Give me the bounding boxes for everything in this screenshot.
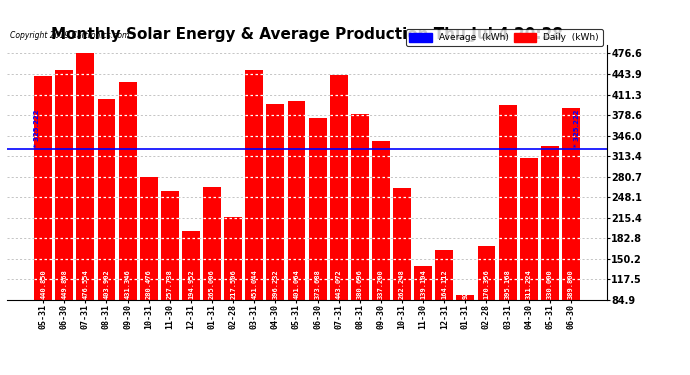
Text: 389.800: 389.800: [568, 269, 574, 299]
Text: 257.738: 257.738: [167, 269, 172, 299]
Text: 403.902: 403.902: [104, 269, 110, 299]
Text: 395.168: 395.168: [504, 269, 511, 299]
Bar: [77, 54, 95, 300]
Bar: [119, 82, 137, 300]
Text: 92.564: 92.564: [462, 273, 469, 299]
Text: 311.224: 311.224: [526, 269, 532, 299]
Bar: [266, 104, 284, 300]
Bar: [562, 108, 580, 300]
Bar: [477, 246, 495, 300]
Bar: [182, 231, 200, 300]
Bar: [372, 141, 390, 300]
Bar: [414, 266, 432, 300]
Text: 373.688: 373.688: [315, 269, 321, 299]
Text: 265.006: 265.006: [209, 269, 215, 299]
Bar: [351, 114, 368, 300]
Text: 476.554: 476.554: [82, 269, 88, 299]
Text: 194.952: 194.952: [188, 269, 194, 299]
Bar: [541, 146, 559, 300]
Text: 337.200: 337.200: [378, 269, 384, 299]
Bar: [246, 69, 264, 300]
Bar: [499, 105, 517, 300]
Title: Monthly Solar Energy & Average Production Thu Jul 4 20:28: Monthly Solar Energy & Average Productio…: [51, 27, 563, 42]
Bar: [393, 188, 411, 300]
Bar: [55, 70, 73, 300]
Bar: [161, 191, 179, 300]
Text: 330.000: 330.000: [547, 269, 553, 299]
Text: 401.064: 401.064: [293, 269, 299, 299]
Bar: [34, 76, 52, 300]
Bar: [520, 158, 538, 300]
Text: 440.850: 440.850: [40, 269, 46, 299]
Text: Copyright 2019 Cartronics.com: Copyright 2019 Cartronics.com: [10, 31, 129, 40]
Bar: [224, 216, 242, 300]
Text: 443.072: 443.072: [336, 269, 342, 299]
Bar: [97, 99, 115, 300]
Bar: [288, 101, 306, 300]
Text: 449.868: 449.868: [61, 269, 67, 299]
Text: 380.696: 380.696: [357, 269, 363, 299]
Text: * 325.222: * 325.222: [34, 110, 40, 147]
Bar: [330, 75, 348, 300]
Text: * 325.222: * 325.222: [574, 110, 580, 147]
Text: 396.232: 396.232: [273, 269, 278, 299]
Bar: [140, 177, 158, 300]
Bar: [203, 187, 221, 300]
Legend: Average  (kWh), Daily  (kWh): Average (kWh), Daily (kWh): [406, 29, 602, 46]
Text: 139.104: 139.104: [420, 269, 426, 299]
Text: 262.248: 262.248: [399, 269, 405, 299]
Text: 431.346: 431.346: [125, 269, 130, 299]
Bar: [435, 250, 453, 300]
Text: 217.506: 217.506: [230, 269, 236, 299]
Text: 170.356: 170.356: [484, 269, 489, 299]
Text: 164.112: 164.112: [442, 269, 447, 299]
Bar: [456, 295, 474, 300]
Bar: [308, 118, 326, 300]
Text: 451.044: 451.044: [251, 269, 257, 299]
Text: 280.476: 280.476: [146, 269, 152, 299]
